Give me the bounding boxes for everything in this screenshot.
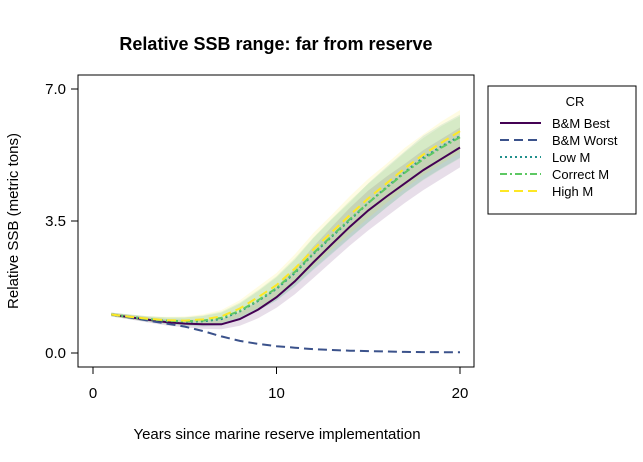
y-axis: 0.0 3.5 7.0 [45,81,79,362]
x-tick-label: 0 [89,385,97,402]
x-axis-label: Years since marine reserve implementatio… [133,426,420,443]
band-2 [111,114,461,327]
x-axis: 0 10 20 [89,366,469,402]
series-line-1 [111,313,460,354]
y-tick-label: 0.0 [45,345,66,362]
chart-title: Relative SSB range: far from reserve [119,34,432,54]
legend-label-4: High M [552,184,593,199]
x-tick-label: 20 [452,385,469,402]
legend-title: CR [566,94,585,109]
series-lines [111,130,461,354]
plot-frame [77,74,475,368]
series-line-4 [111,130,461,322]
series-line-0 [111,146,461,326]
legend-box [487,85,637,215]
series-line-3 [111,136,461,323]
legend-label-0: B&M Best [552,116,610,131]
legend-label-3: Correct M [552,167,609,182]
band-3 [111,116,461,326]
legend: CR B&M Best B&M Worst Low M Correct M High M [487,85,637,215]
legend-label-2: Low M [552,150,590,165]
legend-label-1: B&M Worst [552,133,618,148]
confidence-bands [111,110,461,330]
y-axis-label: Relative SSB (metric tons) [5,133,22,309]
y-tick-label: 7.0 [45,81,66,98]
x-tick-label: 10 [268,385,285,402]
y-tick-label: 3.5 [45,213,66,230]
